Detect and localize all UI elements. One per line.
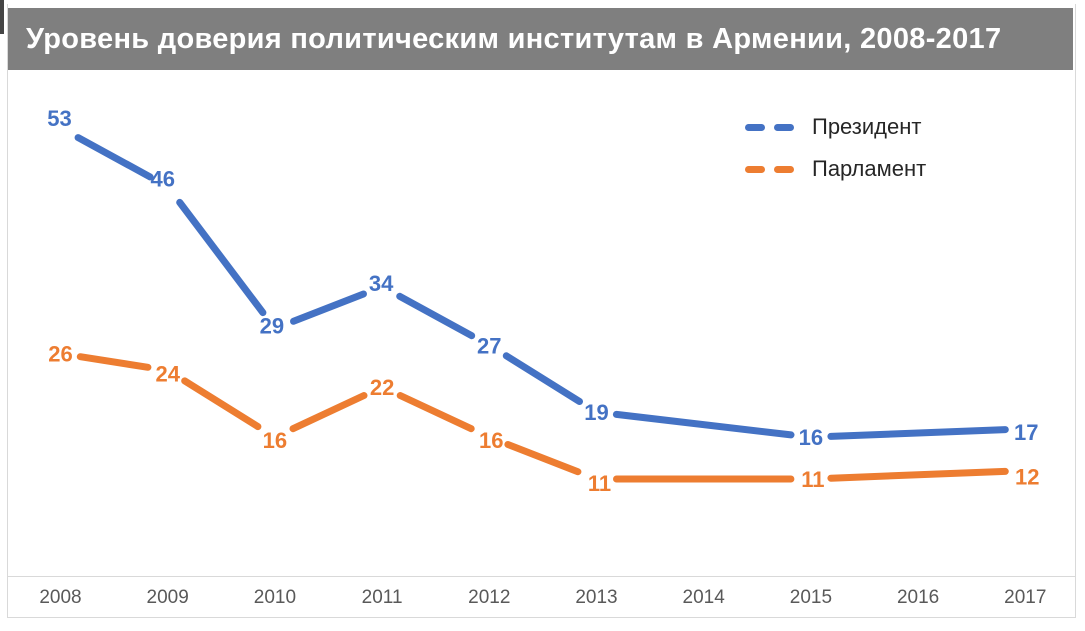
x-axis-label: 2014 (683, 587, 726, 608)
series-segment-president (396, 292, 476, 340)
x-axis-label: 2009 (147, 587, 189, 608)
legend-item-parliament: Парламент (745, 148, 926, 190)
data-label-president: 29 (260, 314, 284, 339)
legend-label-president: Президент (812, 114, 922, 139)
chart-frame-bottom (7, 617, 1076, 618)
dash-icon (774, 165, 794, 173)
series-segment-parliament (181, 377, 262, 431)
data-label-parliament: 11 (801, 467, 824, 492)
x-axis-label: 2016 (897, 587, 939, 608)
legend-label-parliament: Парламент (812, 156, 927, 181)
x-axis-label: 2012 (468, 587, 510, 608)
data-label-president: 27 (477, 333, 501, 358)
series-segment-president (290, 290, 367, 325)
chart-frame-right (1075, 4, 1076, 618)
series-segment-president (176, 198, 267, 317)
x-axis-label: 2013 (575, 587, 617, 608)
data-label-president: 19 (584, 400, 608, 425)
x-axis-label: 2011 (362, 587, 403, 608)
x-axis-label: 2017 (1004, 587, 1046, 608)
dash-icon (745, 165, 765, 173)
series-segment-parliament (396, 392, 475, 433)
series-segment-parliament (827, 467, 1009, 482)
dash-icon (774, 123, 794, 131)
chart-title: Уровень доверия политическим институтам … (26, 22, 1002, 55)
parliament-line-marker-icon (745, 165, 794, 173)
legend-item-president: Президент (745, 106, 926, 148)
data-label-parliament: 22 (370, 375, 394, 400)
series-segment-parliament (504, 441, 582, 476)
chart-frame-left (7, 4, 8, 618)
data-label-president: 16 (799, 425, 823, 450)
dash-icon (745, 123, 765, 131)
series-segment-parliament (289, 392, 368, 433)
x-axis-label: 2008 (39, 587, 81, 608)
data-label-president: 46 (150, 167, 174, 192)
left-edge-strip (0, 0, 4, 34)
series-segment-president (827, 426, 1009, 440)
x-axis-line (7, 576, 1076, 577)
series-segment-parliament (76, 353, 152, 371)
series-segment-president (502, 352, 583, 405)
series-segment-president (74, 134, 154, 181)
data-label-president: 53 (47, 106, 71, 131)
data-label-parliament: 12 (1015, 465, 1039, 490)
data-label-parliament: 26 (48, 342, 72, 367)
data-label-parliament: 24 (155, 361, 180, 386)
chart-title-bar: Уровень доверия политическим институтам … (8, 8, 1073, 70)
series-segment-president (612, 410, 795, 439)
data-label-parliament: 16 (479, 428, 503, 453)
president-line-marker-icon (745, 123, 794, 131)
data-label-president: 34 (369, 271, 394, 296)
legend: Президент Парламент (745, 106, 926, 190)
data-label-parliament: 11 (588, 471, 611, 496)
x-axis-label: 2015 (790, 587, 832, 608)
data-label-parliament: 16 (263, 428, 287, 453)
data-label-president: 17 (1014, 420, 1038, 445)
x-axis-label: 2010 (254, 587, 296, 608)
